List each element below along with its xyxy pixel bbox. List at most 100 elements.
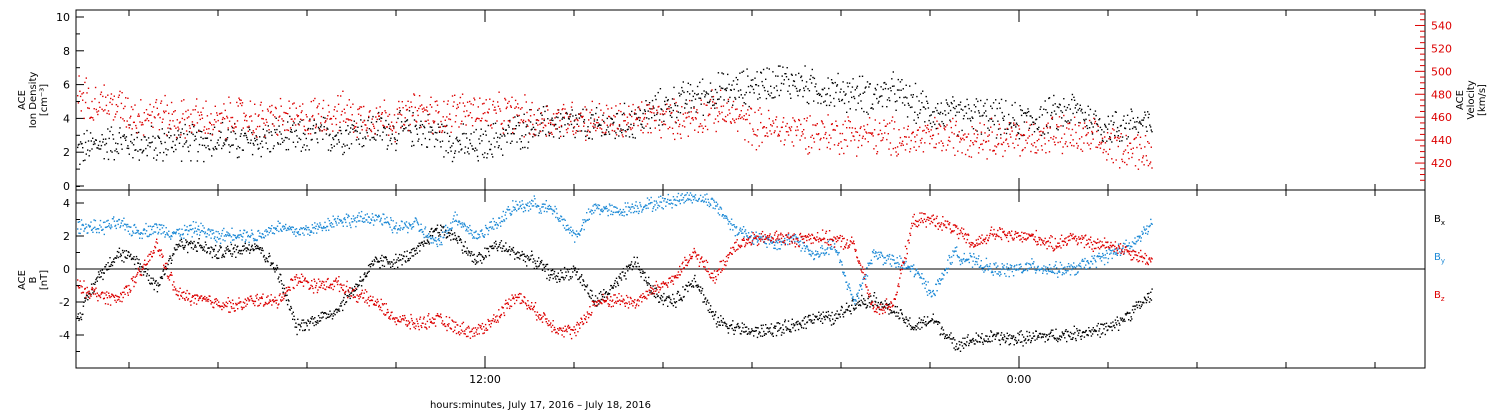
data-point xyxy=(1068,104,1069,105)
data-point xyxy=(1003,142,1004,143)
data-point xyxy=(287,113,288,114)
data-point xyxy=(937,128,938,129)
data-point xyxy=(716,107,717,108)
data-point xyxy=(732,105,733,106)
data-point xyxy=(959,344,960,345)
data-point xyxy=(347,105,348,106)
data-point xyxy=(884,132,885,133)
data-point xyxy=(589,138,590,139)
data-point xyxy=(1078,109,1079,110)
data-point xyxy=(450,151,451,152)
data-point xyxy=(1052,330,1053,331)
data-point xyxy=(258,148,259,149)
data-point xyxy=(456,240,457,241)
data-point xyxy=(215,121,216,122)
data-point xyxy=(628,264,629,265)
data-point xyxy=(133,144,134,145)
data-point xyxy=(868,141,869,142)
data-point xyxy=(376,107,377,108)
data-point xyxy=(238,146,239,147)
data-point xyxy=(855,307,856,308)
data-point xyxy=(183,238,184,239)
data-point xyxy=(393,263,394,264)
data-point xyxy=(599,127,600,128)
data-point xyxy=(709,309,710,310)
data-point xyxy=(461,121,462,122)
data-point xyxy=(845,311,846,312)
data-point xyxy=(727,114,728,115)
data-point xyxy=(388,263,389,264)
data-point xyxy=(720,90,721,91)
data-point xyxy=(670,107,671,108)
data-point xyxy=(157,282,158,283)
data-point xyxy=(916,150,917,151)
data-point xyxy=(161,143,162,144)
data-point xyxy=(235,133,236,134)
data-point xyxy=(658,125,659,126)
data-point xyxy=(807,321,808,322)
data-point xyxy=(706,91,707,92)
data-point xyxy=(812,314,813,315)
data-point xyxy=(150,226,151,227)
data-point xyxy=(339,141,340,142)
data-point xyxy=(754,78,755,79)
data-point xyxy=(1078,122,1079,123)
data-point xyxy=(1089,120,1090,121)
data-point xyxy=(739,116,740,117)
data-point xyxy=(450,119,451,120)
data-point xyxy=(484,257,485,258)
data-point xyxy=(1045,152,1046,153)
data-point xyxy=(259,126,260,127)
data-point xyxy=(129,124,130,125)
data-point xyxy=(694,278,695,279)
data-point xyxy=(1126,135,1127,136)
data-point xyxy=(145,223,146,224)
data-point xyxy=(1146,300,1147,301)
data-point xyxy=(805,148,806,149)
data-point xyxy=(633,266,634,267)
data-point xyxy=(321,116,322,117)
data-point xyxy=(112,265,113,266)
data-point xyxy=(624,114,625,115)
data-point xyxy=(731,107,732,108)
data-point xyxy=(349,148,350,149)
data-point xyxy=(337,95,338,96)
data-point xyxy=(519,138,520,139)
data-point xyxy=(127,224,128,225)
data-point xyxy=(850,140,851,141)
data-point xyxy=(786,76,787,77)
data-point xyxy=(1051,112,1052,113)
data-point xyxy=(215,106,216,107)
data-point xyxy=(323,100,324,101)
data-point xyxy=(110,266,111,267)
data-point xyxy=(364,120,365,121)
data-point xyxy=(522,254,523,255)
data-point xyxy=(494,242,495,243)
data-point xyxy=(277,267,278,268)
data-point xyxy=(209,247,210,248)
data-point xyxy=(646,104,647,105)
data-point xyxy=(498,147,499,148)
data-point xyxy=(716,92,717,93)
data-point xyxy=(419,250,420,251)
data-point xyxy=(161,233,162,234)
data-point xyxy=(1119,141,1120,142)
data-point xyxy=(807,316,808,317)
data-point xyxy=(340,303,341,304)
data-point xyxy=(130,226,131,227)
data-point xyxy=(1105,125,1106,126)
data-point xyxy=(1084,122,1085,123)
data-point xyxy=(370,266,371,267)
data-point xyxy=(1057,106,1058,107)
data-point xyxy=(552,120,553,121)
data-point xyxy=(706,93,707,94)
data-point xyxy=(207,133,208,134)
data-point xyxy=(755,134,756,135)
data-point xyxy=(465,133,466,134)
data-point xyxy=(79,221,80,222)
data-point xyxy=(376,259,377,260)
data-point xyxy=(603,289,604,290)
data-point xyxy=(321,312,322,313)
data-point xyxy=(875,301,876,302)
data-point xyxy=(441,124,442,125)
